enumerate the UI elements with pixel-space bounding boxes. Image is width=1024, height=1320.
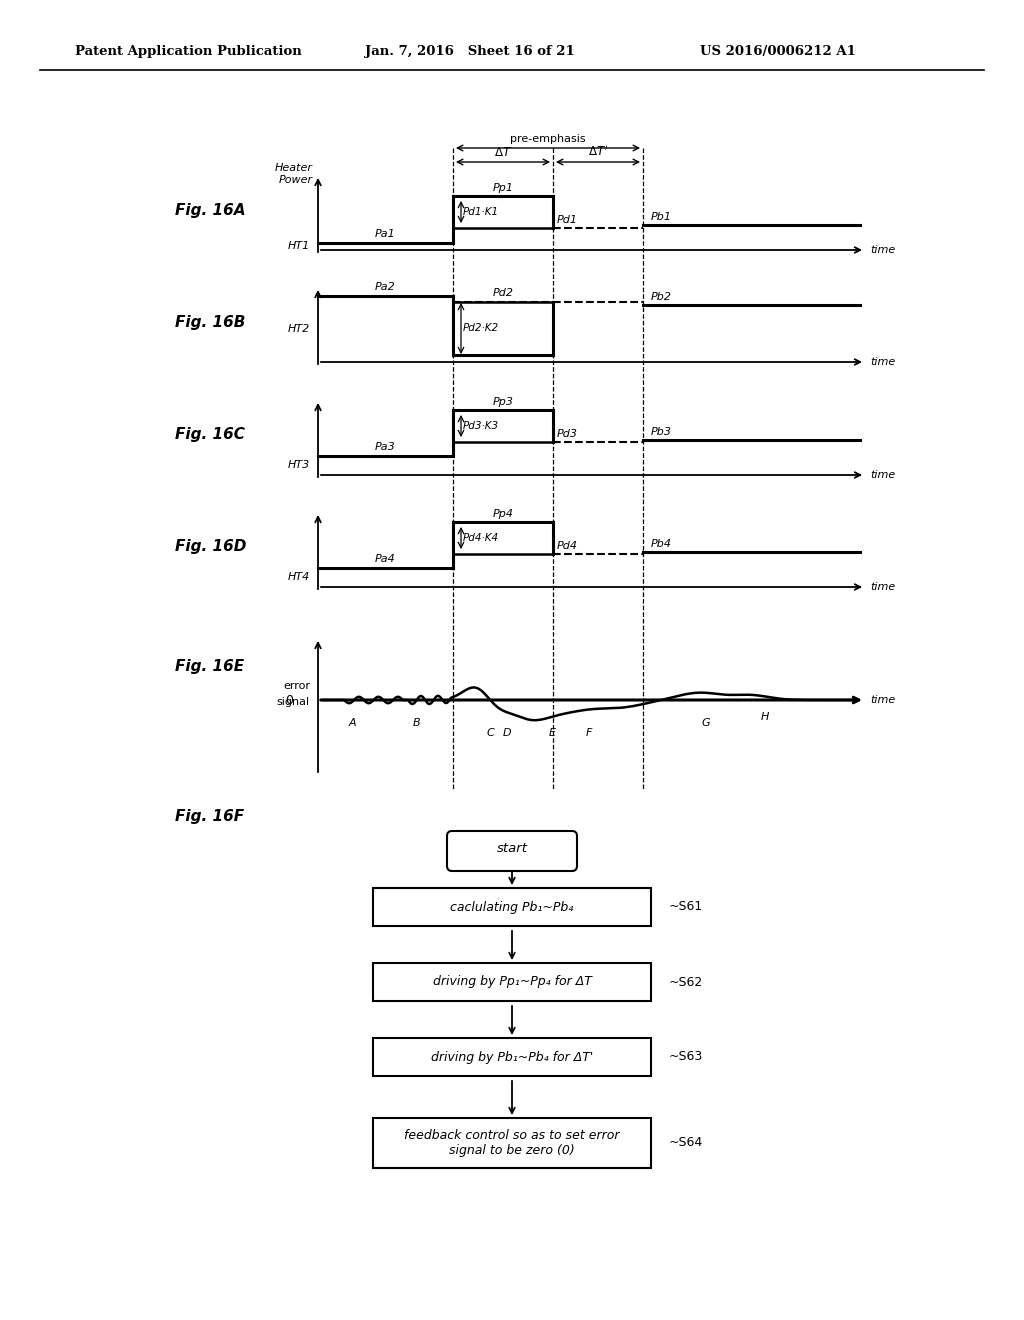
Text: A: A bbox=[348, 718, 356, 729]
Text: time: time bbox=[870, 246, 895, 255]
Text: D: D bbox=[502, 729, 511, 738]
Bar bbox=[453, 195, 553, 228]
Text: HT2: HT2 bbox=[288, 323, 310, 334]
Text: HT3: HT3 bbox=[288, 459, 310, 470]
Bar bbox=[373, 1118, 651, 1168]
FancyBboxPatch shape bbox=[447, 832, 577, 871]
Bar bbox=[453, 302, 553, 355]
Text: Pb3: Pb3 bbox=[651, 426, 672, 437]
Text: Pb4: Pb4 bbox=[651, 539, 672, 549]
Bar bbox=[373, 888, 651, 927]
Text: Pd4·K4: Pd4·K4 bbox=[463, 533, 499, 543]
Text: Heater: Heater bbox=[275, 162, 313, 173]
Text: Pd2·K2: Pd2·K2 bbox=[463, 323, 499, 333]
Text: Jan. 7, 2016   Sheet 16 of 21: Jan. 7, 2016 Sheet 16 of 21 bbox=[365, 45, 574, 58]
Text: Pd1·K1: Pd1·K1 bbox=[463, 207, 499, 216]
Bar bbox=[453, 521, 553, 554]
Text: G: G bbox=[701, 718, 711, 729]
Text: B: B bbox=[413, 718, 420, 729]
Text: Pa4: Pa4 bbox=[375, 554, 395, 564]
Bar bbox=[373, 1038, 651, 1076]
Text: Fig. 16E: Fig. 16E bbox=[175, 659, 244, 673]
Text: C: C bbox=[486, 729, 495, 738]
Text: Pa3: Pa3 bbox=[375, 442, 395, 451]
Text: start: start bbox=[497, 842, 527, 854]
Bar bbox=[373, 964, 651, 1001]
Text: time: time bbox=[870, 582, 895, 591]
Text: driving by Pb₁~Pb₄ for ΔT': driving by Pb₁~Pb₄ for ΔT' bbox=[431, 1051, 593, 1064]
Text: Pd1: Pd1 bbox=[557, 215, 578, 224]
Text: Patent Application Publication: Patent Application Publication bbox=[75, 45, 302, 58]
Text: caclulating Pb₁~Pb₄: caclulating Pb₁~Pb₄ bbox=[451, 900, 573, 913]
Bar bbox=[453, 411, 553, 442]
Text: HT1: HT1 bbox=[288, 242, 310, 251]
Text: ~S63: ~S63 bbox=[669, 1051, 703, 1064]
Text: error: error bbox=[283, 681, 310, 690]
Text: Fig. 16B: Fig. 16B bbox=[175, 314, 246, 330]
Text: E: E bbox=[548, 729, 555, 738]
Text: Pd2: Pd2 bbox=[493, 288, 513, 298]
Text: time: time bbox=[870, 470, 895, 480]
Text: Power: Power bbox=[279, 176, 313, 185]
Text: Pa1: Pa1 bbox=[375, 228, 395, 239]
Text: pre-emphasis: pre-emphasis bbox=[510, 135, 586, 144]
Text: ~S62: ~S62 bbox=[669, 975, 703, 989]
Text: Pd3·K3: Pd3·K3 bbox=[463, 421, 499, 432]
Text: F: F bbox=[586, 729, 592, 738]
Text: Pp4: Pp4 bbox=[493, 510, 513, 519]
Text: Pb1: Pb1 bbox=[651, 213, 672, 222]
Text: time: time bbox=[870, 356, 895, 367]
Text: Fig. 16C: Fig. 16C bbox=[175, 428, 245, 442]
Text: Pp1: Pp1 bbox=[493, 183, 513, 193]
Text: feedback control so as to set error
signal to be zero (0): feedback control so as to set error sign… bbox=[404, 1129, 620, 1158]
Text: Pd3: Pd3 bbox=[557, 429, 578, 440]
Text: US 2016/0006212 A1: US 2016/0006212 A1 bbox=[700, 45, 856, 58]
Text: Pb2: Pb2 bbox=[651, 292, 672, 302]
Text: ~S61: ~S61 bbox=[669, 900, 703, 913]
Text: Pd4: Pd4 bbox=[557, 541, 578, 550]
Text: HT4: HT4 bbox=[288, 572, 310, 582]
Text: Pa2: Pa2 bbox=[375, 282, 395, 292]
Text: time: time bbox=[870, 696, 895, 705]
Text: signal: signal bbox=[276, 697, 310, 708]
Text: $\Delta T$: $\Delta T$ bbox=[494, 147, 512, 158]
Text: Pp3: Pp3 bbox=[493, 397, 513, 407]
Text: Fig. 16A: Fig. 16A bbox=[175, 202, 246, 218]
Text: $\Delta T'$: $\Delta T'$ bbox=[588, 144, 608, 158]
Text: Fig. 16F: Fig. 16F bbox=[175, 808, 244, 824]
Text: driving by Pp₁~Pp₄ for ΔT: driving by Pp₁~Pp₄ for ΔT bbox=[432, 975, 592, 989]
Text: H: H bbox=[761, 711, 769, 722]
Text: Fig. 16D: Fig. 16D bbox=[175, 540, 247, 554]
Text: ~S64: ~S64 bbox=[669, 1137, 703, 1150]
Text: 0: 0 bbox=[285, 693, 293, 706]
